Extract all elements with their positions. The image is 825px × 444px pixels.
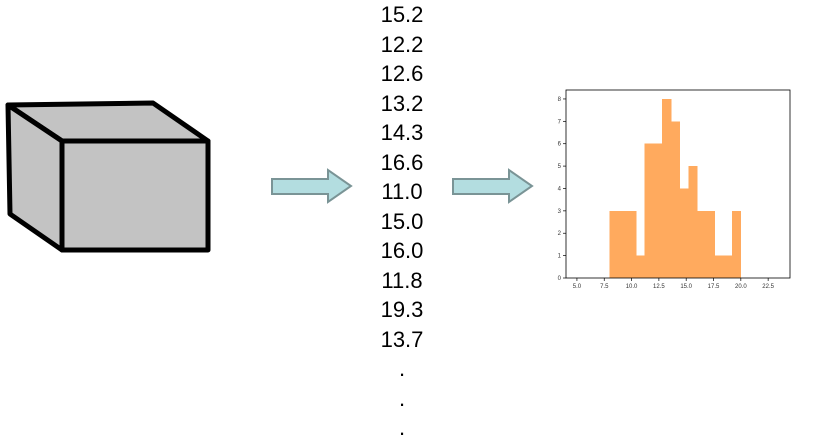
x-tick-label: 22.5 xyxy=(762,284,774,290)
values-list: 15.2 12.2 12.6 13.2 14.3 16.6 11.0 15.0 16.0 11.8… xyxy=(362,0,442,443)
y-tick-label: 2 xyxy=(558,231,562,237)
x-tick-label: 10.0 xyxy=(626,284,638,290)
histogram-bar xyxy=(644,143,654,278)
x-tick-label: 5.0 xyxy=(573,284,582,290)
value-item: 15.0 xyxy=(380,208,424,234)
histogram-bar xyxy=(670,121,681,278)
x-tick-label: 20.0 xyxy=(735,284,747,290)
value-item: 12.2 xyxy=(380,31,424,57)
x-tick-label: 12.5 xyxy=(653,284,665,290)
value-item: 11.0 xyxy=(381,179,423,204)
ellipsis-dot: . xyxy=(398,415,406,440)
histogram-bar xyxy=(723,255,733,278)
ellipsis-dot: . xyxy=(398,356,406,381)
cube-icon xyxy=(5,100,211,253)
value-item: 19.3 xyxy=(380,297,424,322)
histogram-bar xyxy=(662,98,672,278)
right-arrow-icon xyxy=(452,168,534,204)
value-item: 15.2 xyxy=(380,2,424,27)
y-tick-label: 5 xyxy=(558,164,562,170)
value-item: 13.2 xyxy=(380,90,424,116)
histogram-bar xyxy=(618,210,628,278)
histogram-bar xyxy=(679,188,689,278)
value-item: 13.7 xyxy=(380,326,424,352)
y-tick-label: 4 xyxy=(558,186,562,192)
histogram-bar xyxy=(653,143,663,278)
y-tick-label: 1 xyxy=(558,254,562,260)
histogram-bar xyxy=(714,255,724,278)
cube-front-face xyxy=(59,138,211,253)
plot-frame xyxy=(565,89,791,279)
histogram-bar xyxy=(705,210,716,278)
value-item: 12.6 xyxy=(380,61,424,86)
value-item: 11.8 xyxy=(381,267,423,293)
value-item: 16.6 xyxy=(380,149,424,175)
y-tick-label: 7 xyxy=(558,119,562,125)
histogram-bars xyxy=(609,98,742,278)
histogram-bar xyxy=(609,210,619,278)
value-item: 16.0 xyxy=(380,238,424,263)
histogram-bar xyxy=(635,255,646,278)
y-tick-label: 6 xyxy=(558,142,562,148)
ellipsis-dot: . xyxy=(398,385,406,411)
histogram-axes: 5.0 7.5 10.0 12.5 15.0 17.5 20.0 22.5 0 1 2 3 4 5 6 7 8 xyxy=(558,89,791,290)
value-item: 14.3 xyxy=(380,120,424,145)
y-tick-label: 3 xyxy=(558,209,562,215)
y-tick-label: 0 xyxy=(558,276,562,282)
right-arrow-icon xyxy=(271,168,353,204)
histogram-bar xyxy=(732,210,742,278)
histogram-bar xyxy=(627,210,637,278)
histogram-chart: 5.0 7.5 10.0 12.5 15.0 17.5 20.0 22.5 0 1 2 3 4 5 6 7 8 xyxy=(558,89,791,290)
histogram-bar xyxy=(697,210,707,278)
x-tick-label: 15.0 xyxy=(680,284,692,290)
y-tick-label: 8 xyxy=(558,97,562,103)
histogram-bar xyxy=(688,166,698,278)
x-tick-label: 7.5 xyxy=(600,284,609,290)
x-tick-label: 17.5 xyxy=(708,284,720,290)
